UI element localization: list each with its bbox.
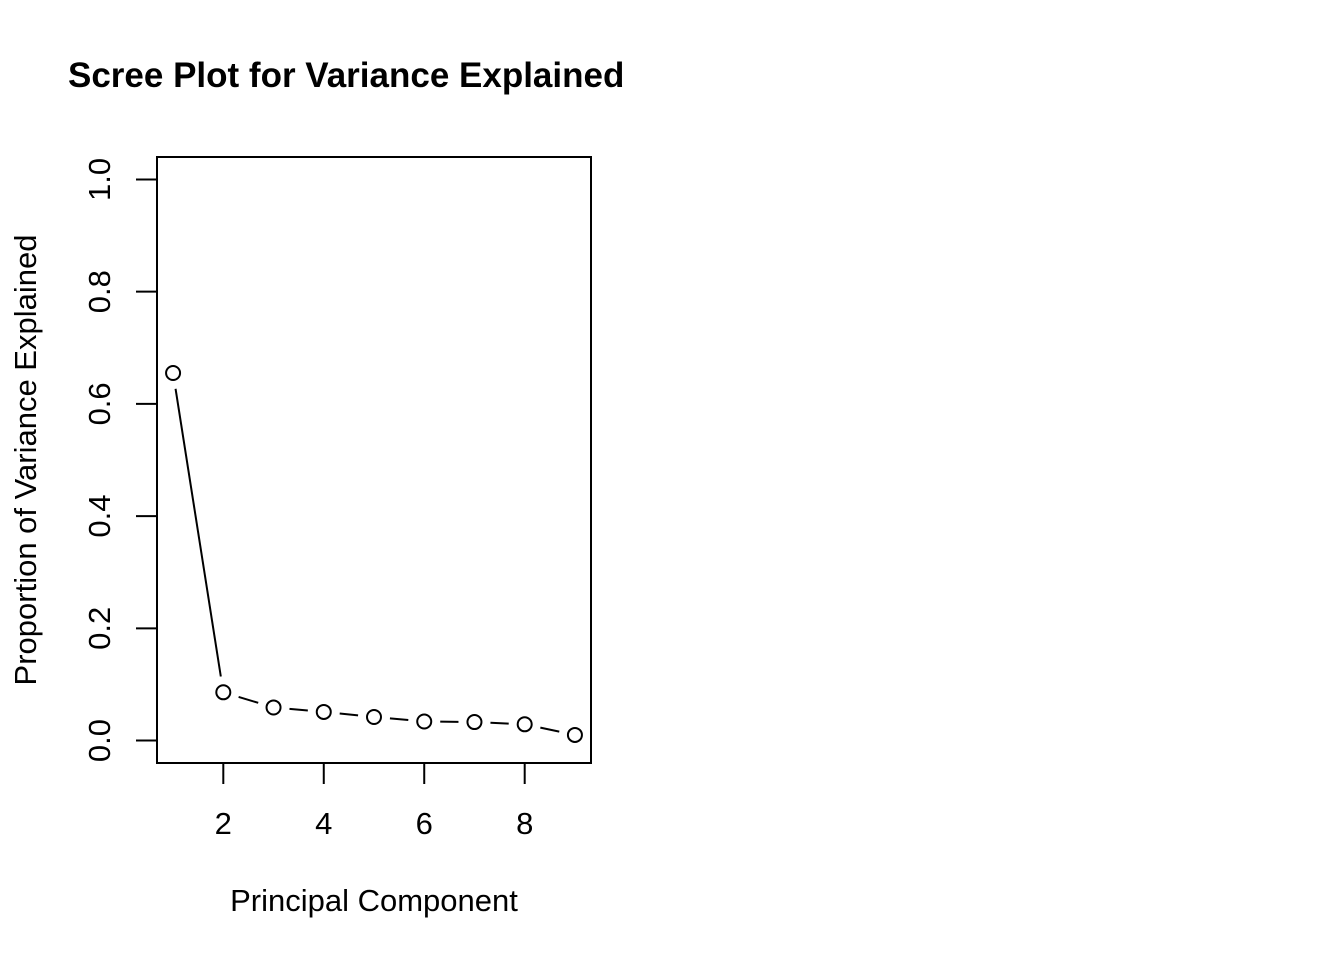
y-axis: 0.0 0.2 0.4 0.6 0.8 1.0 — [82, 158, 158, 762]
x-tick-label: 2 — [215, 806, 232, 841]
data-point — [315, 703, 332, 720]
line-segment — [238, 695, 259, 704]
data-point — [466, 714, 483, 731]
x-axis-label: Principal Component — [230, 883, 518, 918]
line-segment — [490, 721, 509, 725]
line-segment — [389, 717, 409, 722]
line-segment — [339, 712, 359, 717]
data-point — [516, 716, 533, 733]
y-tick-label: 0.0 — [82, 719, 117, 762]
series-line — [174, 388, 560, 733]
data-point — [265, 699, 282, 716]
x-tick-label: 4 — [315, 806, 332, 841]
y-tick-label: 1.0 — [82, 158, 117, 201]
x-axis: 2 4 6 8 — [215, 762, 533, 841]
data-point — [416, 713, 433, 730]
line-segment — [289, 707, 308, 712]
data-point — [165, 365, 182, 382]
line-segment — [540, 726, 560, 733]
y-tick-label: 0.8 — [82, 270, 117, 313]
series-points — [165, 365, 583, 743]
data-point — [215, 684, 232, 701]
y-tick-label: 0.6 — [82, 382, 117, 425]
x-tick-label: 6 — [416, 806, 433, 841]
y-tick-label: 0.4 — [82, 495, 117, 538]
line-segment — [174, 388, 222, 677]
y-tick-label: 0.2 — [82, 607, 117, 650]
data-point — [566, 726, 583, 743]
plot-frame — [156, 156, 592, 764]
chart-title: Scree Plot for Variance Explained — [68, 56, 625, 95]
data-point — [366, 708, 382, 725]
x-tick-label: 8 — [516, 806, 533, 841]
y-axis-label: Proportion of Variance Explained — [8, 235, 43, 686]
chart-title-clip: Scree Plot for Variance Explained — [0, 0, 672, 140]
